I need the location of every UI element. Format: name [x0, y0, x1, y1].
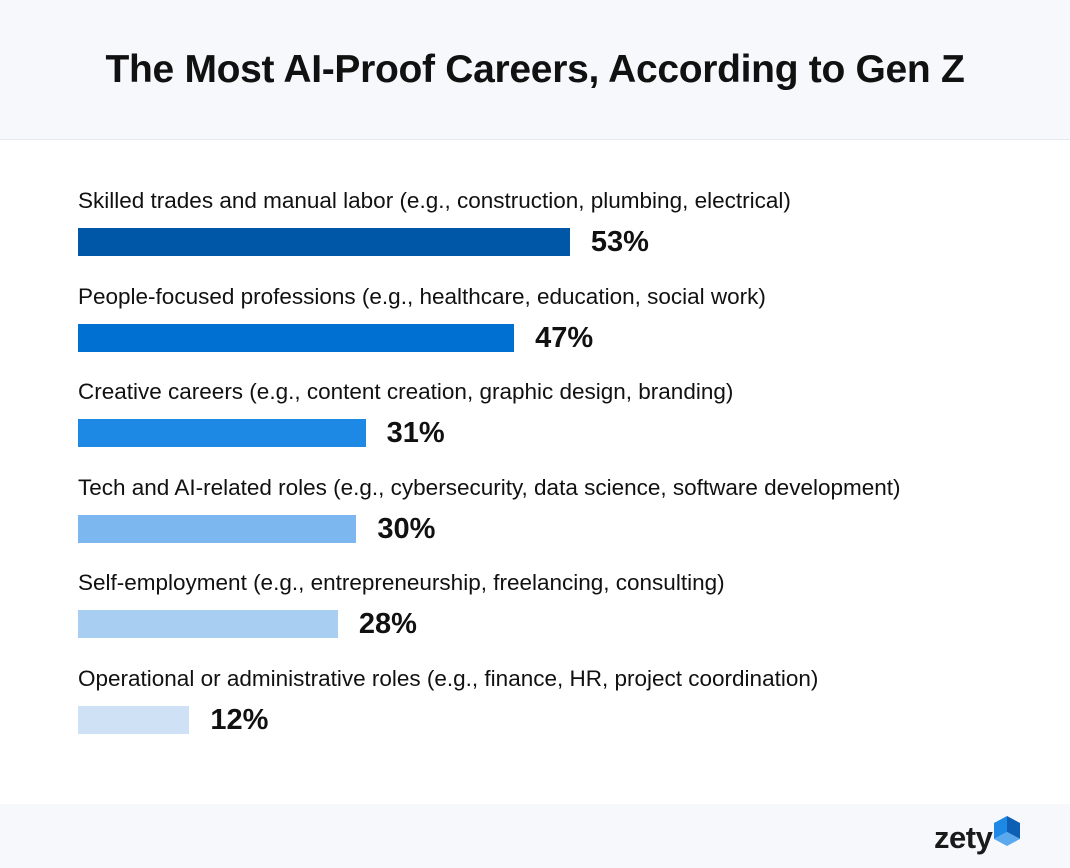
category-label: People-focused professions (e.g., health… [78, 283, 766, 309]
value-label: 28% [358, 608, 417, 640]
bar [78, 610, 338, 638]
zety-logo: zety [934, 816, 1020, 860]
category-label: Creative careers (e.g., content creation… [78, 379, 734, 404]
category-label: Skilled trades and manual labor (e.g., c… [78, 188, 791, 213]
bar-row: People-focused professions (e.g., health… [78, 282, 1038, 374]
bar-row: Skilled trades and manual labor (e.g., c… [78, 186, 1038, 278]
category-label: Operational or administrative roles (e.g… [78, 665, 819, 691]
bar-row: Creative careers (e.g., content creation… [78, 377, 1038, 469]
value-label: 31% [386, 417, 445, 449]
logo-mark-icon [994, 816, 1020, 846]
bar [78, 705, 190, 734]
bar [78, 419, 366, 447]
bar-row: Tech and AI-related roles (e.g., cyberse… [78, 473, 1038, 565]
value-label: 30% [377, 512, 436, 545]
footer: zety [0, 804, 1070, 868]
chart-header: The Most AI-Proof Careers, According to … [0, 0, 1070, 140]
bar [78, 228, 570, 256]
chart-title: The Most AI-Proof Careers, According to … [105, 47, 965, 91]
bar-chart: Skilled trades and manual labor (e.g., c… [0, 140, 1070, 804]
value-label: 12% [210, 703, 269, 736]
category-label: Self-employment (e.g., entrepreneurship,… [78, 570, 725, 595]
value-label: 47% [535, 321, 594, 354]
category-label: Tech and AI-related roles (e.g., cyberse… [78, 474, 901, 500]
bar [78, 323, 515, 352]
value-label: 53% [590, 226, 649, 258]
bar-row: Self-employment (e.g., entrepreneurship,… [78, 568, 1038, 660]
bar-row: Operational or administrative roles (e.g… [78, 664, 1038, 756]
bar [78, 514, 357, 543]
logo-text: zety [934, 820, 993, 855]
